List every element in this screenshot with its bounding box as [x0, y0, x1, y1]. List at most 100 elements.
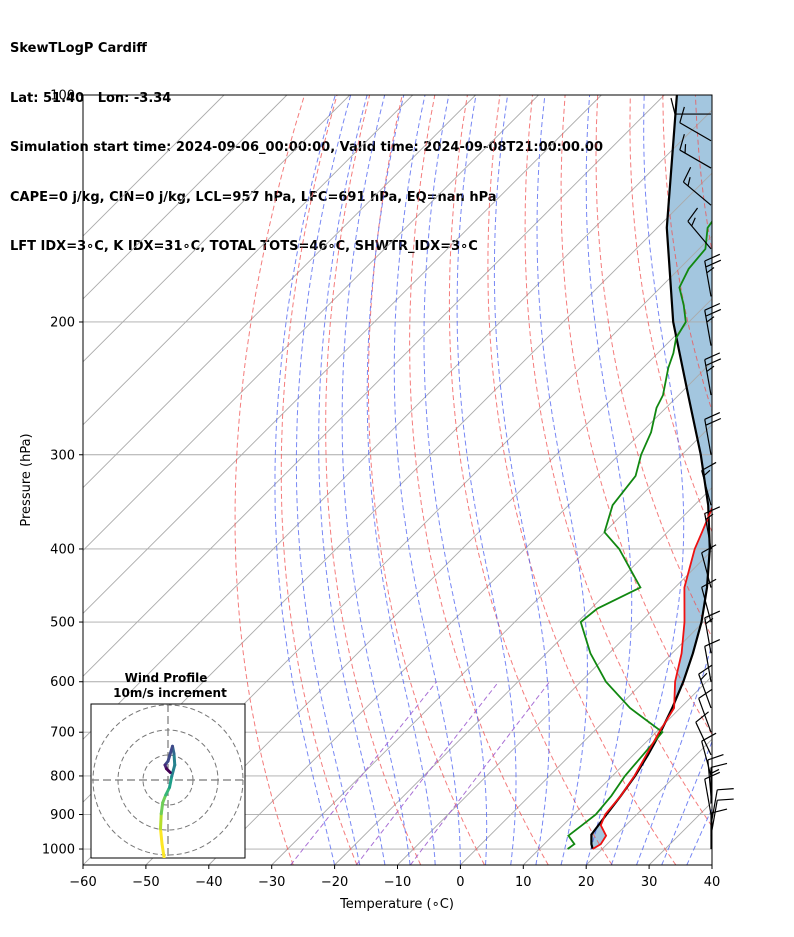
hodograph-segment — [170, 763, 177, 778]
dry-adiabat — [761, 95, 794, 865]
profile-lines — [567, 95, 712, 850]
inset-subtitle: 10m/s increment — [113, 686, 227, 700]
dry-adiabat — [595, 95, 712, 639]
wind-barb — [704, 771, 721, 815]
dry-adiabat — [560, 95, 712, 736]
y-tick-label: 900 — [50, 808, 75, 823]
isotherm--140 — [83, 95, 351, 363]
wind-barb-flag — [687, 207, 699, 222]
isotherm--120 — [83, 95, 476, 489]
wind-barb-flag — [706, 316, 715, 323]
wind-barb-flag — [670, 97, 676, 115]
isotherm--50 — [145, 298, 712, 865]
moist-adiabat — [393, 95, 461, 865]
wind-barb-flag — [704, 610, 721, 619]
wind-barb-flag — [705, 358, 722, 367]
isotherm--40 — [208, 361, 712, 865]
wind-barb-flag — [679, 106, 685, 123]
isotherm-40 — [711, 864, 712, 865]
y-tick-label: 400 — [50, 542, 75, 557]
wind-barb-flag — [707, 753, 724, 761]
wind-barb-flag — [717, 788, 734, 791]
moist-adiabat — [295, 95, 361, 865]
location-line: Lat: 51.40 Lon: -3.34 — [10, 90, 172, 106]
isotherm-10 — [522, 675, 712, 865]
dry-adiabat — [367, 95, 485, 865]
isotherm--110 — [83, 95, 539, 552]
x-tick-label: 40 — [704, 875, 721, 890]
x-tick-label: −20 — [321, 875, 348, 890]
x-axis-label: Temperature (∘C) — [339, 897, 454, 912]
moist-adiabat — [341, 95, 411, 865]
wind-barb-flag — [704, 302, 721, 311]
moist-adiabat — [318, 95, 386, 865]
wind-barb-flag — [710, 768, 720, 774]
isotherm--30 — [271, 424, 712, 865]
hodograph-segment — [166, 744, 174, 763]
chart-header: SkewTLogP Cardiff Lat: 51.40 Lon: -3.34 … — [10, 8, 603, 272]
wind-barb-flag — [705, 513, 714, 520]
x-tick-label: 10 — [515, 875, 532, 890]
wind-barb-staff — [701, 552, 712, 588]
moist-adiabat — [423, 95, 488, 865]
wind-barb — [695, 711, 712, 756]
x-tick-label: 30 — [641, 875, 658, 890]
isotherm--150 — [83, 95, 288, 300]
mixing-ratio-line — [290, 681, 437, 865]
wind-barb-flag — [684, 144, 687, 154]
x-tick-label: −60 — [69, 875, 96, 890]
wind-barb — [704, 302, 722, 346]
indices-line-1: CAPE=0 j/kg, CIN=0 j/kg, LCL=957 hPa, LF… — [10, 189, 497, 205]
y-axis-label: Pressure (hPa) — [19, 433, 34, 526]
wind-barb-flag — [704, 253, 721, 262]
wind-barb-flag — [704, 506, 721, 515]
hodograph-segment — [159, 827, 164, 846]
time-line: Simulation start time: 2024-09-06_00:00:… — [10, 140, 603, 155]
wind-barb — [682, 166, 712, 206]
temperature-line — [592, 505, 712, 850]
wind-barbs — [670, 97, 734, 850]
wind-barb — [701, 544, 717, 588]
wind-barb — [687, 207, 712, 250]
moist-adiabat — [585, 95, 633, 865]
wind-barb — [704, 639, 721, 682]
wind-barb — [710, 762, 728, 804]
isotherm--130 — [83, 95, 414, 426]
wind-barb — [704, 610, 721, 654]
moist-adiabat — [636, 95, 712, 865]
x-tick-label: −10 — [384, 875, 411, 890]
wind-barb-staff — [710, 800, 718, 836]
wind-barb-flag — [706, 365, 715, 372]
dry-adiabat — [524, 95, 712, 828]
hodograph-segment — [159, 812, 163, 831]
wind-barb-flag — [687, 177, 691, 187]
isotherm-0 — [460, 612, 712, 865]
wind-barb — [701, 461, 717, 506]
x-tick-label: 20 — [578, 875, 595, 890]
dry-adiabat — [662, 95, 712, 413]
chart-title: SkewTLogP Cardiff — [10, 41, 147, 56]
wind-barb-flag — [717, 798, 734, 801]
wind-barb-flag — [704, 352, 721, 361]
dry-adiabat — [487, 95, 677, 865]
wind-barb-staff — [701, 587, 712, 623]
dry-adiabat — [409, 95, 549, 865]
wind-barb — [701, 578, 717, 623]
isotherm--160 — [83, 95, 225, 237]
y-tick-label: 600 — [50, 675, 75, 690]
cape-shading — [591, 95, 712, 849]
x-tick-label: 0 — [456, 875, 464, 890]
inset-title: Wind Profile — [125, 671, 208, 685]
wind-barb-staff — [710, 789, 718, 826]
hodograph-segment — [165, 767, 172, 774]
y-tick-label: 1000 — [42, 843, 75, 858]
y-tick-label: 700 — [50, 726, 75, 741]
hodograph-segment — [160, 842, 166, 858]
hodograph-segment — [159, 801, 165, 816]
wind-barb-flag — [698, 664, 713, 675]
wind-barb — [704, 253, 722, 297]
indices-line-2: LFT IDX=3∘C, K IDX=31∘C, TOTAL TOTS=46∘C… — [10, 239, 478, 254]
wind-barb — [698, 688, 713, 733]
grid-lines — [83, 95, 794, 865]
